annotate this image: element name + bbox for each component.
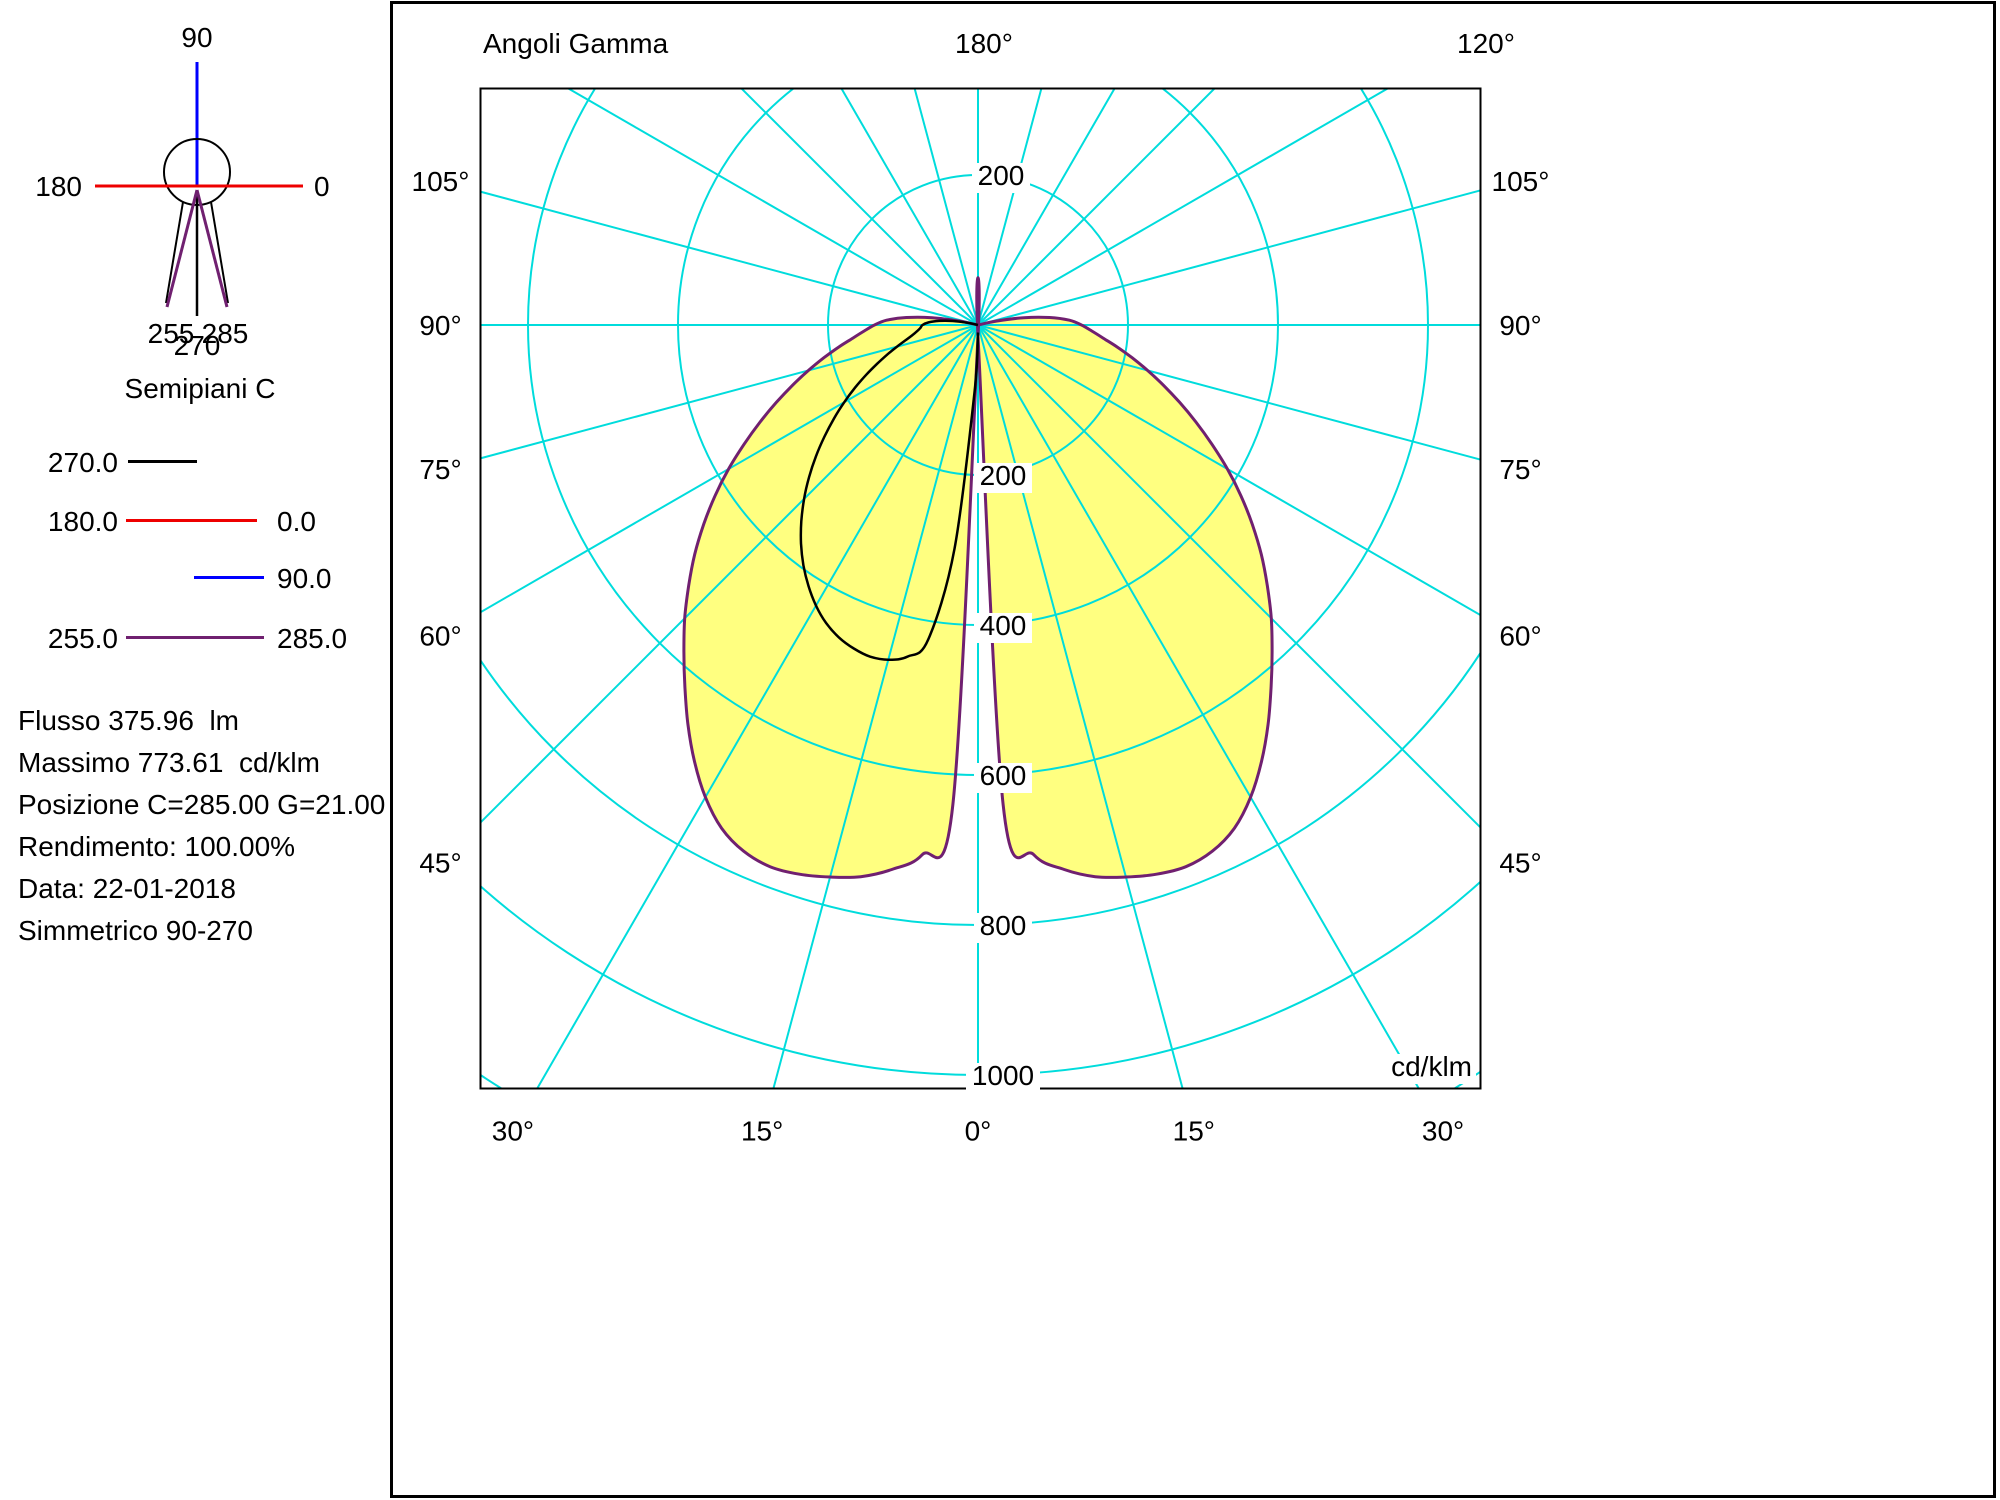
panel-border xyxy=(390,1,1996,1498)
gamma-label-bottom: 15° xyxy=(741,1116,783,1147)
legend-right-label: 285.0 xyxy=(277,623,348,654)
legend-row: 255.0 285.0 xyxy=(0,623,390,654)
grid-ray xyxy=(566,88,979,326)
grid-ray xyxy=(977,324,1481,617)
sketch-label-90: 90 xyxy=(181,22,212,53)
cone-right xyxy=(210,201,229,304)
grid-ray xyxy=(480,324,979,460)
radial-tick-bg xyxy=(974,913,1032,943)
legend-row: 270.0 xyxy=(0,447,390,478)
sketch-label-0: 0 xyxy=(314,171,330,202)
info-line: Rendimento: 100.00% xyxy=(18,831,296,862)
gamma-label-left: 75° xyxy=(419,454,461,485)
legend: 270.0 180.0 0.0 90.0 255.0 285.0 xyxy=(0,0,390,700)
legend-row: 180.0 0.0 xyxy=(0,506,390,537)
gamma-label-right: 105° xyxy=(1492,166,1550,197)
sketch-label-270: 270 xyxy=(174,330,221,361)
grid-ray xyxy=(740,88,979,326)
radial-tick-bg xyxy=(974,763,1032,793)
sketch-label-285: 285 xyxy=(202,318,249,349)
radial-tick: 600 xyxy=(980,760,1027,791)
units-label: cd/klm xyxy=(1391,1051,1472,1082)
grid-ray xyxy=(913,88,979,326)
sketch-label-180: 180 xyxy=(35,171,82,202)
grid-ray xyxy=(977,324,1420,1089)
c255-axis xyxy=(165,189,199,308)
gamma-label-right: 90° xyxy=(1499,310,1541,341)
radial-tick-upper-bg xyxy=(972,163,1030,193)
grid-ray xyxy=(977,88,1390,326)
c255-c285-curve xyxy=(682,276,1274,879)
gamma-label-bottom: 15° xyxy=(1173,1116,1215,1147)
legend-left-label: 270.0 xyxy=(47,447,118,478)
gamma-label-left: 45° xyxy=(419,848,461,879)
gamma-label-bottom: 0° xyxy=(965,1116,992,1147)
gamma-label-left: 60° xyxy=(419,620,461,651)
gamma-label-left: 90° xyxy=(419,310,461,341)
radial-tick: 1000 xyxy=(972,1060,1034,1091)
gamma-label-right: 45° xyxy=(1499,848,1541,879)
info-block: Flusso 375.96 lm Massimo 773.61 cd/klm Pos… xyxy=(18,700,385,952)
grid-ray xyxy=(977,324,1481,829)
gamma-label-right: 75° xyxy=(1499,454,1541,485)
intensity-curve-fill xyxy=(683,277,1273,878)
gamma-label-right: 60° xyxy=(1499,620,1541,651)
grid-ray xyxy=(977,324,1184,1089)
sketch-caption: Semipiani C xyxy=(124,373,276,404)
legend-row: 90.0 xyxy=(0,563,390,594)
legend-left-label: 255.0 xyxy=(47,623,118,654)
radial-tick-bg xyxy=(966,1063,1040,1093)
info-line: Data: 22-01-2018 xyxy=(18,873,236,904)
legend-line-swatch xyxy=(126,636,264,639)
grid-ray xyxy=(977,189,1481,326)
c270-curve xyxy=(799,319,980,661)
grid-ray xyxy=(977,88,1043,326)
gamma-label-top-right: 120° xyxy=(1457,28,1515,59)
c285-axis xyxy=(195,189,229,308)
info-line: Massimo 773.61 cd/klm xyxy=(18,747,320,778)
units-label-bg xyxy=(1370,1054,1476,1084)
radial-tick-bg xyxy=(974,613,1032,643)
gamma-label-bottom: 30° xyxy=(1422,1116,1464,1147)
chart-title: Angoli Gamma xyxy=(483,28,669,59)
grid-ray xyxy=(977,324,1481,461)
grid-ray xyxy=(977,88,1116,326)
legend-right-label: 0.0 xyxy=(277,506,316,537)
grid-ray xyxy=(480,190,979,326)
info-line: Flusso 375.96 lm xyxy=(18,705,239,736)
legend-line-swatch xyxy=(126,519,257,522)
grid-ray xyxy=(536,324,979,1089)
radial-tick: 200 xyxy=(980,460,1027,491)
grid-ray xyxy=(480,324,979,614)
gamma-label-top: 180° xyxy=(955,28,1013,59)
radial-tick-upper: 200 xyxy=(978,160,1025,191)
legend-right-label: 90.0 xyxy=(277,563,332,594)
info-line: Simmetrico 90-270 xyxy=(18,915,253,946)
legend-left-label: 180.0 xyxy=(47,506,118,537)
radial-tick-bg xyxy=(974,463,1032,493)
gamma-label-left: 105° xyxy=(412,166,470,197)
cone-left xyxy=(165,201,184,304)
legend-line-swatch xyxy=(194,576,264,579)
grid-ray xyxy=(977,88,1216,326)
gamma-label-bottom: 30° xyxy=(492,1116,534,1147)
grid-ray xyxy=(480,324,979,824)
info-line: Posizione C=285.00 G=21.00 xyxy=(18,789,386,820)
grid-ray xyxy=(772,324,979,1089)
grid-ray xyxy=(840,88,979,326)
sketch-label-255: 255 xyxy=(148,318,195,349)
radial-tick: 400 xyxy=(980,610,1027,641)
radial-tick: 800 xyxy=(980,910,1027,941)
legend-line-swatch xyxy=(128,460,197,463)
